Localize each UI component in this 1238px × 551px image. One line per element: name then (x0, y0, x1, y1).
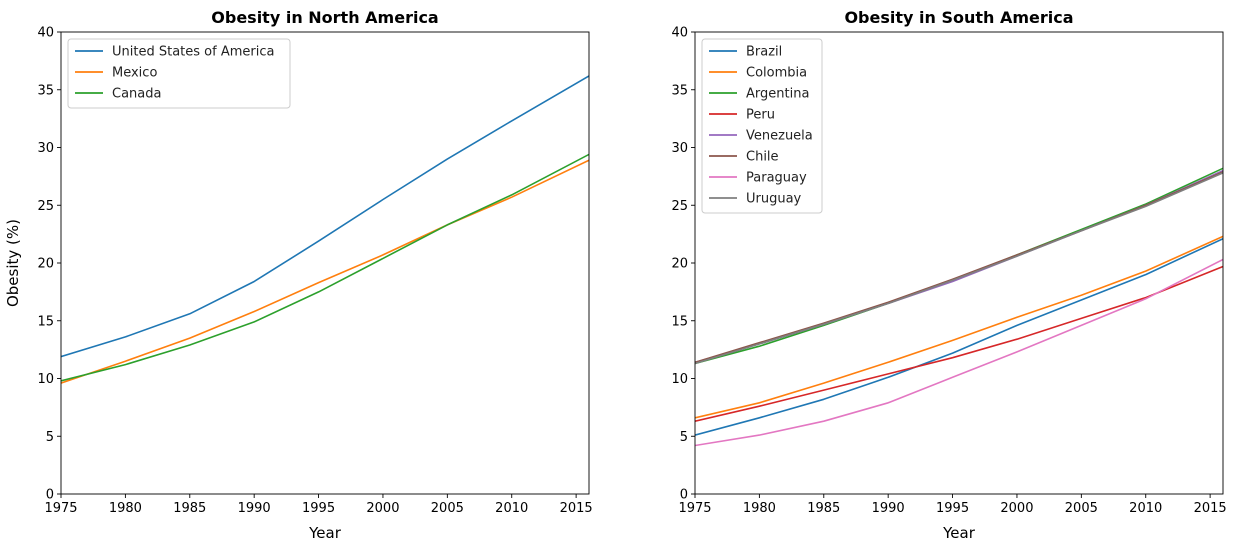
x-tick-label: 1985 (807, 501, 840, 516)
y-tick-label: 30 (671, 141, 688, 156)
x-tick-label: 2015 (1194, 501, 1227, 516)
x-axis-label: Year (942, 524, 976, 542)
y-tick-label: 35 (37, 83, 54, 98)
legend-box (67, 38, 291, 109)
y-tick-label: 30 (37, 141, 54, 156)
x-tick-label: 1990 (872, 501, 905, 516)
series-line-mexico (61, 159, 589, 384)
chart-panel-1: 1975 1980 1985 1990 1995 2000 2005 2010 20150510… (4, 8, 593, 542)
y-tick-label: 5 (46, 430, 54, 445)
x-tick-label: 1985 (173, 501, 206, 516)
y-tick-label: 0 (680, 488, 688, 503)
legend-label-peru: Peru (746, 108, 775, 123)
y-tick-label: 25 (37, 199, 54, 214)
legend-label-united-states-of-america: United States of America (112, 45, 274, 60)
x-tick-label: 1975 (44, 501, 77, 516)
series-line-colombia (695, 235, 1223, 419)
x-tick-label: 2015 (560, 501, 593, 516)
x-tick-label: 1975 (678, 501, 711, 516)
x-tick-label: 1995 (936, 501, 969, 516)
y-tick-label: 10 (671, 372, 688, 387)
y-tick-label: 15 (671, 314, 688, 329)
legend-label-paraguay: Paraguay (746, 171, 807, 186)
y-tick-label: 25 (671, 199, 688, 214)
y-tick-label: 10 (37, 372, 54, 387)
y-tick-label: 35 (671, 83, 688, 98)
y-tick-label: 15 (37, 314, 54, 329)
x-tick-label: 1990 (238, 501, 271, 516)
y-tick-label: 40 (37, 26, 54, 41)
legend-box (701, 38, 823, 214)
chart-title: Obesity in North America (211, 8, 438, 27)
legend: United States of America Mexico Canada (67, 38, 291, 109)
y-axis-label: Obesity (%) (4, 219, 22, 307)
y-tick-label: 5 (680, 430, 688, 445)
x-tick-label: 1980 (743, 501, 776, 516)
y-tick-label: 40 (671, 26, 688, 41)
series-group (61, 75, 589, 384)
legend-label-venezuela: Venezuela (746, 129, 813, 144)
chart-title: Obesity in South America (844, 8, 1073, 27)
x-tick-label: 1980 (109, 501, 142, 516)
series-line-paraguay (695, 258, 1223, 447)
series-line-uruguay (695, 172, 1223, 365)
legend-label-mexico: Mexico (112, 66, 157, 81)
series-line-united-states-of-america (61, 75, 589, 358)
series-line-peru (695, 265, 1223, 423)
x-tick-label: 2005 (431, 501, 464, 516)
x-tick-label: 2000 (366, 501, 399, 516)
y-tick-label: 20 (37, 257, 54, 272)
legend-label-colombia: Colombia (746, 66, 807, 81)
legend-label-argentina: Argentina (746, 87, 809, 102)
series-line-canada (61, 153, 589, 382)
series-line-brazil (695, 237, 1223, 436)
series-group (695, 167, 1223, 447)
chart-panel-2: 1975 1980 1985 1990 1995 2000 2005 2010 20150510… (671, 8, 1226, 542)
x-tick-label: 1995 (302, 501, 335, 516)
y-tick-label: 0 (46, 488, 54, 503)
legend: Brazil Colombia Argentina Peru Venezuela Chil… (701, 38, 823, 214)
x-axis-label: Year (308, 524, 342, 542)
legend-label-chile: Chile (746, 150, 779, 165)
x-tick-label: 2010 (1129, 501, 1162, 516)
x-tick-label: 2005 (1065, 501, 1098, 516)
x-tick-label: 2000 (1000, 501, 1033, 516)
legend-label-brazil: Brazil (746, 45, 782, 60)
legend-label-canada: Canada (112, 87, 161, 102)
x-tick-label: 2010 (495, 501, 528, 516)
legend-label-uruguay: Uruguay (746, 192, 802, 207)
y-tick-label: 20 (671, 257, 688, 272)
